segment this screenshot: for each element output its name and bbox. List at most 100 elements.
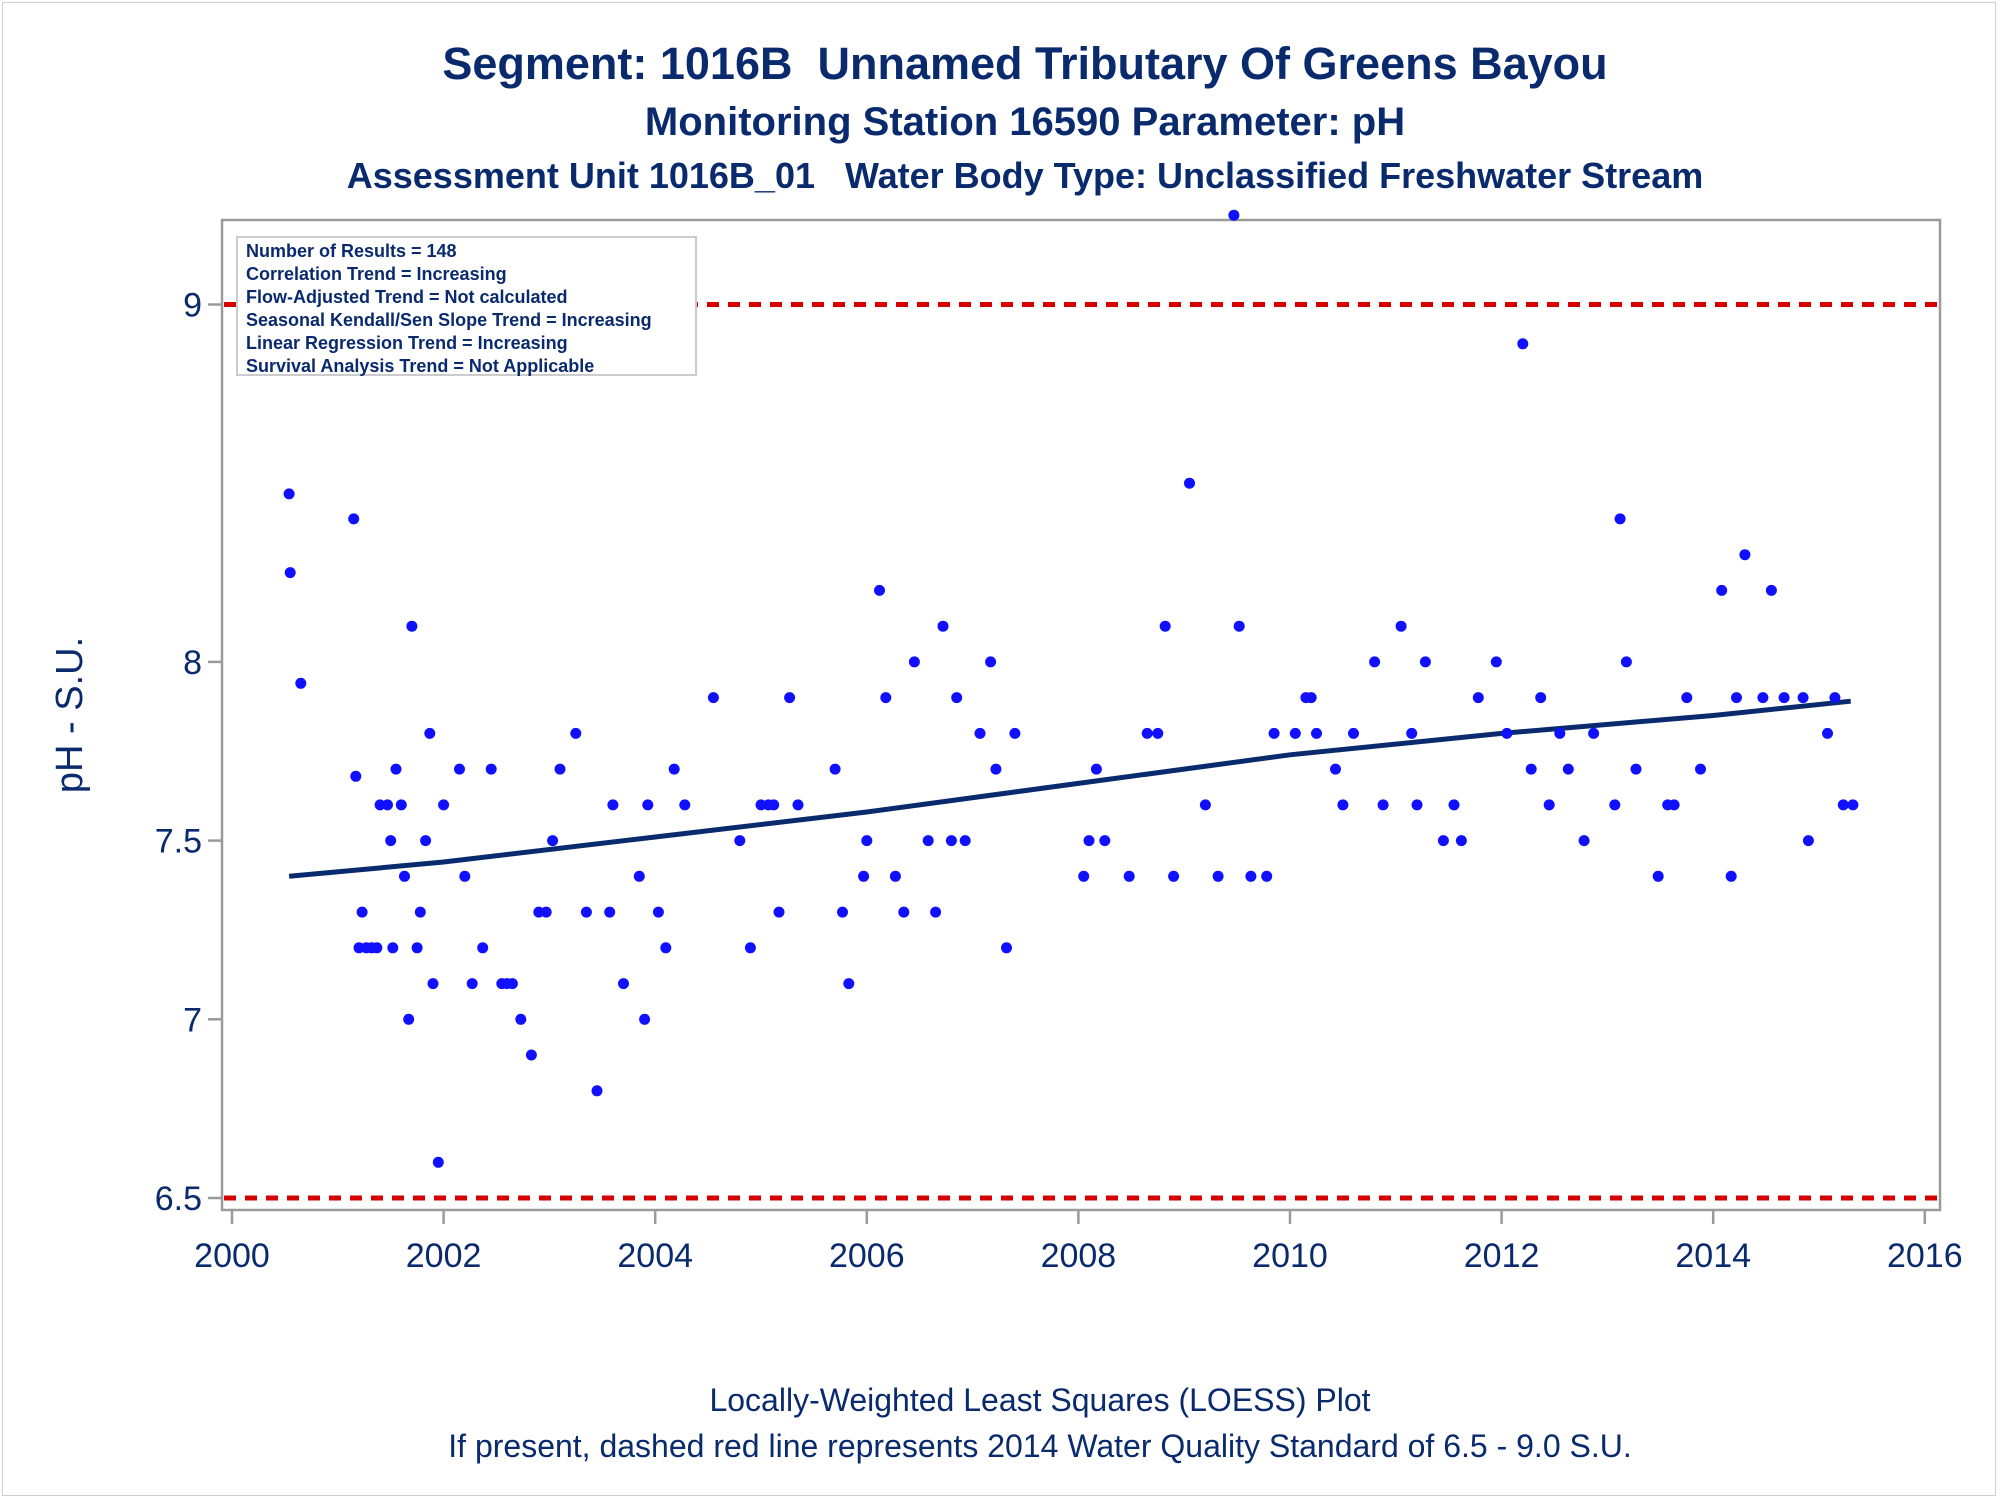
data-point bbox=[990, 763, 1002, 775]
data-point bbox=[1543, 799, 1555, 811]
data-point bbox=[385, 835, 397, 847]
data-point bbox=[1716, 584, 1728, 596]
y-tick-label: 6.5 bbox=[155, 1180, 202, 1218]
data-point bbox=[874, 584, 885, 596]
data-point bbox=[1369, 656, 1381, 668]
trend-summary-line: Survival Analysis Trend = Not Applicable bbox=[246, 356, 595, 376]
data-point bbox=[411, 942, 423, 954]
data-point bbox=[427, 978, 439, 990]
data-point bbox=[1141, 727, 1153, 739]
trend-summary-line: Correlation Trend = Increasing bbox=[246, 264, 507, 284]
data-point bbox=[580, 906, 592, 918]
data-point bbox=[1802, 835, 1814, 847]
data-point bbox=[898, 906, 910, 918]
data-point bbox=[382, 799, 393, 811]
data-point bbox=[1562, 763, 1574, 775]
data-point bbox=[554, 763, 566, 775]
data-point bbox=[1822, 727, 1833, 739]
x-tick-label: 2010 bbox=[1252, 1237, 1328, 1275]
data-point bbox=[399, 870, 410, 882]
data-point bbox=[1305, 692, 1317, 704]
data-point bbox=[1152, 727, 1164, 739]
data-point bbox=[1411, 799, 1423, 811]
data-point bbox=[438, 799, 450, 811]
data-point bbox=[454, 763, 465, 775]
loess-trend-line bbox=[288, 698, 1851, 879]
data-point bbox=[1337, 799, 1349, 811]
data-point bbox=[1614, 513, 1626, 525]
data-point bbox=[1233, 620, 1245, 632]
data-point bbox=[1212, 870, 1224, 882]
data-point bbox=[1739, 549, 1751, 561]
data-point bbox=[1330, 763, 1341, 775]
data-point bbox=[1588, 727, 1600, 739]
data-point bbox=[974, 727, 986, 739]
data-point bbox=[1199, 799, 1211, 811]
data-point bbox=[861, 835, 873, 847]
data-point bbox=[1517, 338, 1529, 350]
data-point bbox=[889, 870, 901, 882]
data-point bbox=[1437, 835, 1449, 847]
data-point bbox=[843, 978, 855, 990]
x-tick-label: 2016 bbox=[1887, 1237, 1963, 1275]
data-point bbox=[1757, 692, 1769, 704]
data-point bbox=[1668, 799, 1680, 811]
data-point bbox=[639, 1013, 651, 1025]
data-point bbox=[1311, 727, 1322, 739]
y-axis-label: pH - S.U. bbox=[49, 637, 91, 793]
data-point bbox=[768, 799, 780, 811]
data-point bbox=[922, 835, 934, 847]
data-point bbox=[1554, 727, 1566, 739]
chart-title: Segment: 1016B Unnamed Tributary Of Gree… bbox=[442, 38, 1608, 89]
data-point bbox=[515, 1013, 527, 1025]
data-point bbox=[1268, 727, 1280, 739]
data-point bbox=[485, 763, 497, 775]
data-point bbox=[1123, 870, 1135, 882]
data-point bbox=[930, 906, 942, 918]
data-point bbox=[1525, 763, 1537, 775]
data-point bbox=[1681, 692, 1693, 704]
data-point bbox=[1406, 727, 1418, 739]
trend-summary-line: Linear Regression Trend = Increasing bbox=[246, 333, 568, 353]
data-point bbox=[1765, 584, 1777, 596]
data-point bbox=[707, 692, 719, 704]
data-point bbox=[1261, 870, 1273, 882]
data-point bbox=[459, 870, 471, 882]
chart-subtitle-assessment: Assessment Unit 1016B_01 Water Body Type… bbox=[346, 155, 1704, 196]
data-point bbox=[295, 677, 307, 689]
data-point bbox=[1455, 835, 1467, 847]
data-point bbox=[633, 870, 645, 882]
x-tick-label: 2002 bbox=[406, 1237, 482, 1275]
data-point bbox=[652, 906, 664, 918]
data-point bbox=[679, 799, 691, 811]
data-point bbox=[1159, 620, 1171, 632]
data-point bbox=[1725, 870, 1737, 882]
data-point bbox=[1472, 692, 1484, 704]
data-point bbox=[880, 692, 892, 704]
x-tick-label: 2014 bbox=[1675, 1237, 1751, 1275]
data-point bbox=[959, 835, 971, 847]
data-point bbox=[1797, 692, 1809, 704]
data-point bbox=[1348, 727, 1359, 739]
data-point bbox=[773, 906, 785, 918]
data-point bbox=[1168, 870, 1180, 882]
data-point bbox=[937, 620, 949, 632]
trend-summary-box: Number of Results = 148 Correlation Tren… bbox=[236, 236, 697, 376]
plot-frame bbox=[220, 218, 1942, 1212]
data-point bbox=[734, 835, 746, 847]
x-tick-label: 2006 bbox=[829, 1237, 905, 1275]
trend-summary-line: Flow-Adjusted Trend = Not calculated bbox=[246, 287, 568, 307]
data-point bbox=[283, 488, 295, 500]
data-point bbox=[1377, 799, 1389, 811]
data-point bbox=[1083, 835, 1095, 847]
data-point bbox=[1620, 656, 1632, 668]
data-point bbox=[784, 692, 796, 704]
data-point bbox=[466, 978, 478, 990]
data-point bbox=[1184, 477, 1195, 489]
data-point bbox=[1630, 763, 1642, 775]
data-point bbox=[591, 1085, 603, 1097]
data-point bbox=[403, 1013, 415, 1025]
data-point bbox=[1778, 692, 1790, 704]
x-tick-label: 2004 bbox=[617, 1237, 693, 1275]
data-point bbox=[1847, 799, 1859, 811]
